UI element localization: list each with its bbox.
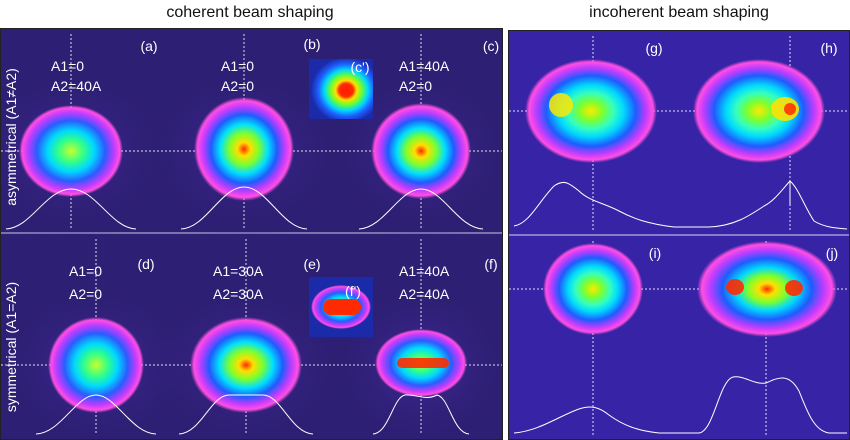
beam-spot-a [19,105,123,197]
incoherent-beam-images [509,31,849,439]
subfigure-label-a: (a) [140,38,158,54]
incoherent-beam-shaping-heading: incoherent beam shaping [589,4,769,21]
row-label-asymmetrical: asymmetrical (A1≠A2) [3,68,19,206]
coherent-beam-shaping-heading: coherent beam shaping [166,4,334,21]
current-f-line2: A2=40A [399,286,450,302]
beam-spot-i [543,243,643,335]
subfigure-label-c-prime: (c') [350,59,370,75]
beam-spot-d [48,317,144,413]
subfigure-label-d: (d) [137,256,155,272]
current-d-line2: A2=0 [69,286,103,302]
beam-spot-j [697,241,837,337]
current-c-line2: A2=0 [399,78,433,94]
coherent-panel: (a) (b) (c) (c') (d) (e) (f) (f') A1=0 A… [0,28,503,440]
current-b-line1: A1=0 [221,58,255,74]
subfigure-label-b: (b) [303,36,321,52]
current-a-line1: A1=0 [51,58,85,74]
subfigure-label-g: (g) [645,40,663,56]
subfigure-label-e: (e) [303,256,321,272]
subfigure-label-f: (f) [484,256,498,272]
current-e-line2: A2=30A [213,286,264,302]
current-c-line1: A1=40A [399,58,450,74]
coherent-beam-images [1,29,502,439]
beam-spot-g [525,59,657,163]
subfigure-label-h: (h) [820,40,838,56]
beam-spot-h [693,59,825,163]
intensity-profiles [5,186,484,435]
current-e-line1: A1=30A [213,263,264,279]
inset-c-prime [309,59,373,119]
current-d-line1: A1=0 [69,263,103,279]
subfigure-label-c: (c) [482,38,500,54]
subfigure-label-i: (i) [648,245,662,261]
beam-spot-c [371,103,471,199]
intensity-profiles-right [513,180,848,434]
subfigure-label-f-prime: (f') [345,283,361,299]
current-b-line2: A2=0 [221,78,255,94]
row-label-symmetrical: symmetrical (A1=A2) [3,281,19,413]
beam-spot-b [194,97,294,201]
beam-spot-e [190,317,302,413]
incoherent-panel: (g) (h) (i) (j) [508,30,850,440]
current-a-line2: A2=40A [51,78,102,94]
subfigure-label-j: (j) [825,245,839,261]
inset-f-prime-core [323,299,361,315]
current-f-line1: A1=40A [399,263,450,279]
beam-spot-f-core [397,358,449,368]
